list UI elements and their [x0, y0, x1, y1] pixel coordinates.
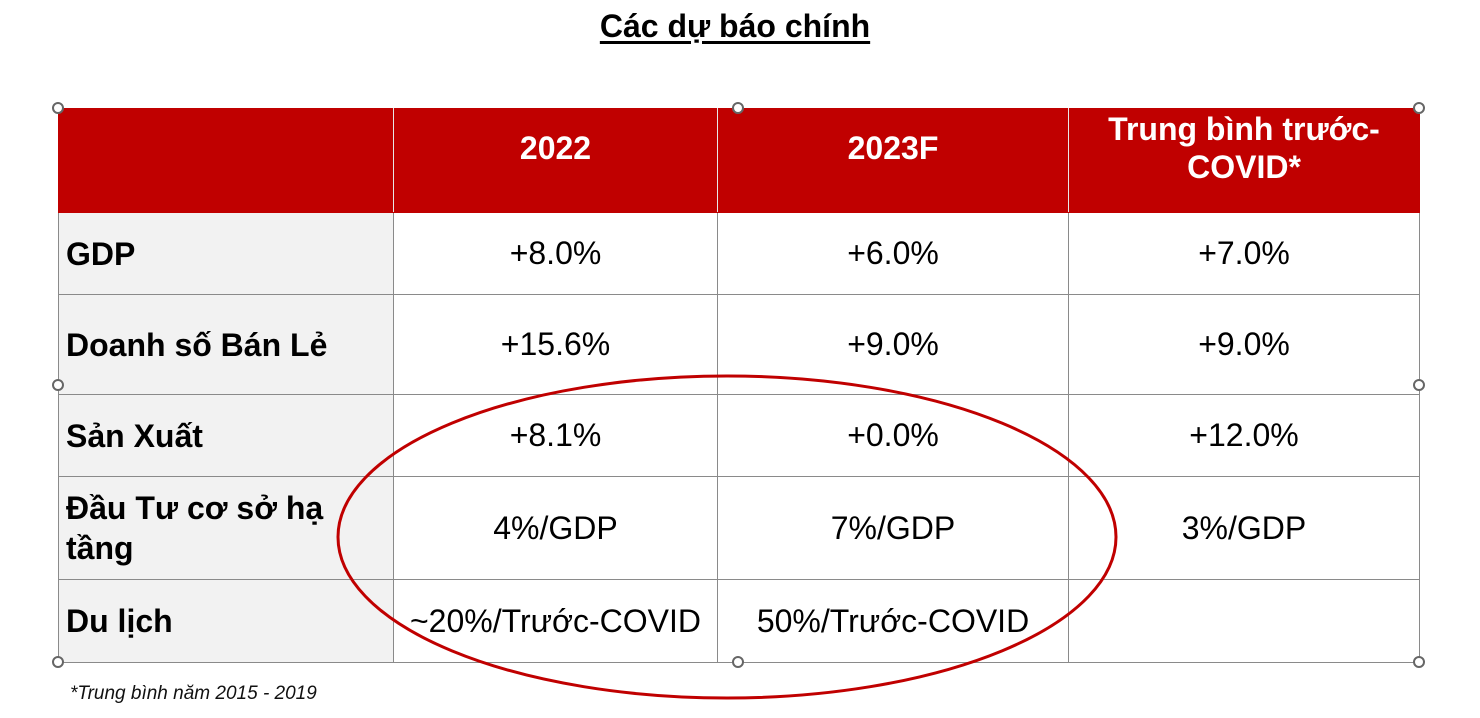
- header-cell-empty: [58, 108, 394, 213]
- table-cell: 4%/GDP: [393, 476, 718, 580]
- row-label: Du lịch: [58, 579, 394, 663]
- table-cell: [1068, 579, 1420, 663]
- table-cell: +9.0%: [1068, 294, 1420, 395]
- table-cell: 50%/Trước-COVID: [717, 579, 1069, 663]
- footnote: *Trung bình năm 2015 - 2019: [70, 683, 317, 704]
- table-cell: ~20%/Trước-COVID: [393, 579, 718, 663]
- table-row: Sản Xuất +8.1% +0.0% +12.0%: [58, 394, 1420, 477]
- row-label: Đầu Tư cơ sở hạ tầng: [58, 476, 394, 580]
- resize-handle-top-center[interactable]: [732, 102, 744, 114]
- row-label: Doanh số Bán Lẻ: [58, 294, 394, 395]
- table-cell: +8.1%: [393, 394, 718, 477]
- forecast-table: 2022 2023F Trung bình trước-COVID* GDP +…: [58, 108, 1420, 663]
- header-cell-2022: 2022: [393, 108, 718, 213]
- header-pre-covid-text: Trung bình trước-COVID*: [1108, 110, 1380, 185]
- table-cell: +7.0%: [1068, 212, 1420, 295]
- table-cell: +12.0%: [1068, 394, 1420, 477]
- header-cell-2023f: 2023F: [717, 108, 1069, 213]
- header-cell-pre-covid-average: Trung bình trước-COVID*: [1068, 108, 1420, 213]
- table-row: Doanh số Bán Lẻ +15.6% +9.0% +9.0%: [58, 294, 1420, 395]
- resize-handle-middle-right[interactable]: [1413, 379, 1425, 391]
- table-header-row: 2022 2023F Trung bình trước-COVID*: [58, 108, 1420, 213]
- resize-handle-bottom-right[interactable]: [1413, 656, 1425, 668]
- row-label: GDP: [58, 212, 394, 295]
- table-cell: 7%/GDP: [717, 476, 1069, 580]
- resize-handle-middle-left[interactable]: [52, 379, 64, 391]
- table-row: GDP +8.0% +6.0% +7.0%: [58, 212, 1420, 295]
- table-cell: +0.0%: [717, 394, 1069, 477]
- table-cell: +15.6%: [393, 294, 718, 395]
- table-cell: +8.0%: [393, 212, 718, 295]
- resize-handle-bottom-left[interactable]: [52, 656, 64, 668]
- row-label: Sản Xuất: [58, 394, 394, 477]
- page-title: Các dự báo chính: [599, 8, 871, 44]
- table-row: Du lịch ~20%/Trước-COVID 50%/Trước-COVID: [58, 579, 1420, 663]
- table-cell: +6.0%: [717, 212, 1069, 295]
- table-row: Đầu Tư cơ sở hạ tầng 4%/GDP 7%/GDP 3%/GD…: [58, 476, 1420, 580]
- resize-handle-top-right[interactable]: [1413, 102, 1425, 114]
- table-cell: 3%/GDP: [1068, 476, 1420, 580]
- resize-handle-top-left[interactable]: [52, 102, 64, 114]
- resize-handle-bottom-center[interactable]: [732, 656, 744, 668]
- table-cell: +9.0%: [717, 294, 1069, 395]
